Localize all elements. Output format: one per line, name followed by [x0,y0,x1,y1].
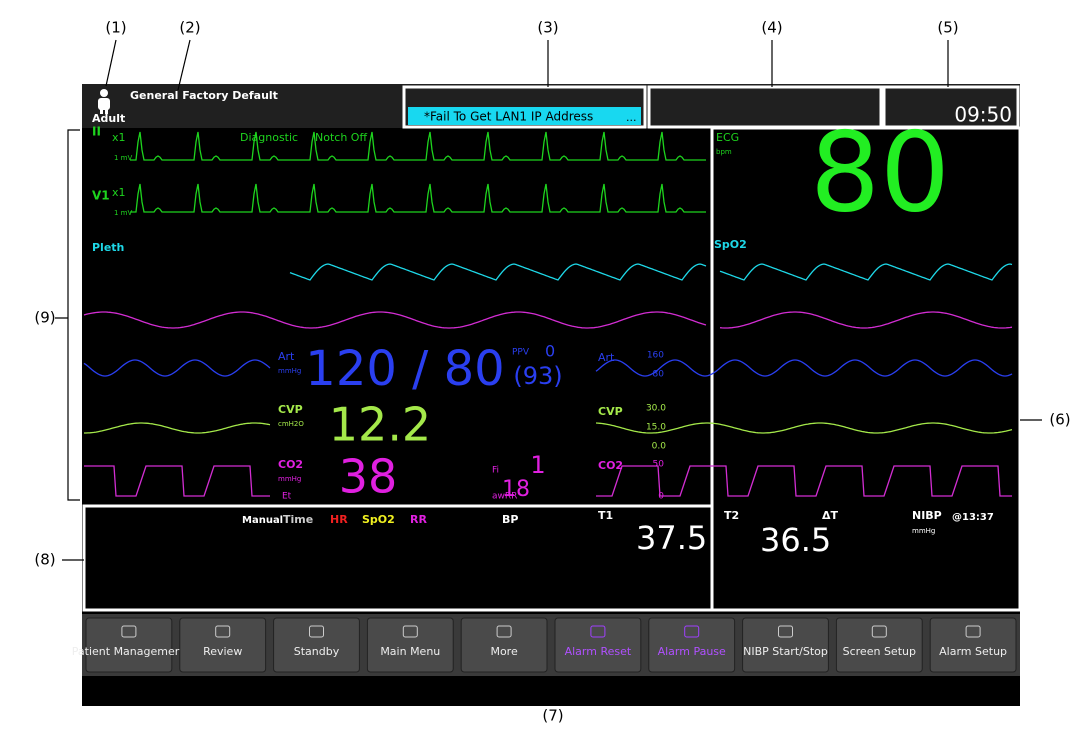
hr-value: 80 [810,108,950,236]
fi-value: 1 [530,451,545,479]
wave-scale: 1 mV [114,209,132,217]
param-label: CVP [278,403,303,416]
scale-label: 50 [653,460,665,470]
ppv-sub: (93) [513,362,562,390]
quick-key-label: Standby [294,645,340,658]
wave-filter: Diagnostic [240,131,298,144]
wave-gain: x1 [112,186,126,199]
param-unit: cmH2O [278,420,304,428]
param-label: ECG [716,131,739,144]
quick-key-label: Alarm Pause [658,645,726,658]
param-label: CO2 [278,458,303,471]
quick-key-label: NIBP Start/Stop [743,645,828,658]
wave-label: II [92,125,101,139]
quick-key-label: Alarm Reset [565,645,632,658]
param-label: Art [598,351,615,364]
wave-scale: 1 mV [114,154,132,162]
tile-label: Time [283,513,313,526]
config-name: General Factory Default [130,89,278,102]
param-label: SpO2 [714,238,747,251]
wave-notch: Notch Off [315,131,367,144]
tile-label: NIBP [912,509,942,522]
param-label: CVP [598,405,623,418]
t1-value: 37.5 [636,519,707,557]
callout-label: (5) [937,19,958,37]
patient-type: Adult [92,112,125,125]
tile-label: BP [502,513,518,526]
tile-label: HR [330,513,348,526]
clock: 09:50 [954,103,1012,127]
tile-label: @13:37 [952,512,994,523]
callout-label: (2) [179,19,200,37]
callout-label: (3) [537,19,558,37]
wave-gain: x1 [112,131,126,144]
ppv-label: PPV [512,348,530,358]
scale-label: 30.0 [646,404,666,414]
quick-key-label: Alarm Setup [939,645,1007,658]
param-unit: mmHg [278,367,301,375]
alarm-more: ... [626,111,637,124]
ppv-value: 0 [545,342,555,361]
param-label: CO2 [598,459,623,472]
scale-label: 160 [647,351,664,361]
scale-label: 0.0 [652,442,667,452]
alarm-message: *Fail To Get LAN1 IP Address [424,110,593,124]
quick-key-label: Patient Management [72,645,187,658]
tile-label: SpO2 [362,513,395,526]
co2-et: Et [282,492,292,502]
param-unit: bpm [716,148,732,156]
callout-label: (9) [34,309,55,327]
scale-label: 0 [658,492,664,502]
quick-key-label: Screen Setup [843,645,916,658]
callout-label: (6) [1049,411,1070,429]
callout-label: (7) [542,707,563,725]
wave-label: Pleth [92,241,124,254]
awrr-value: 18 [502,477,530,502]
quick-key-label: More [490,645,518,658]
t2-value: 36.5 [760,521,831,559]
nibp-unit: mmHg [912,527,935,535]
tile-label: RR [410,513,427,526]
scale-label: 15.0 [646,423,666,433]
monitor-screenshot: (1) (2) (3) (4) (5) (6) (7) (8) (9) Adult General … [0,0,1077,740]
param-unit: mmHg [278,475,301,483]
art-value: 120 / 80 [305,341,504,397]
fi-label: Fi [492,466,499,476]
callout-label: (8) [34,551,55,569]
scale-label: 80 [653,370,665,380]
callout-label: (1) [105,19,126,37]
param-label: Art [278,350,295,363]
callout-label: (4) [761,19,782,37]
tile-label: Manual [242,515,283,526]
tile-label: T1 [598,509,613,522]
co2-value: 38 [339,450,398,504]
cvp-value: 12.2 [329,398,431,452]
quick-key-label: Review [203,645,242,658]
quick-key-label: Main Menu [380,645,440,658]
wave-label: V1 [92,189,110,203]
tile-label: T2 [724,509,739,522]
